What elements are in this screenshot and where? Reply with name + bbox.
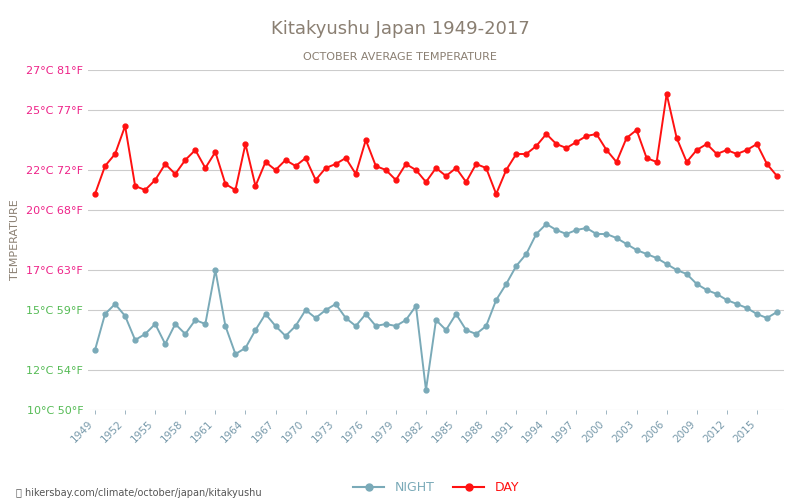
Text: OCTOBER AVERAGE TEMPERATURE: OCTOBER AVERAGE TEMPERATURE: [303, 52, 497, 62]
Legend: NIGHT, DAY: NIGHT, DAY: [348, 476, 524, 499]
Y-axis label: TEMPERATURE: TEMPERATURE: [10, 200, 21, 280]
Text: 📍 hikersbay.com/climate/october/japan/kitakyushu: 📍 hikersbay.com/climate/october/japan/ki…: [16, 488, 262, 498]
Text: Kitakyushu Japan 1949-2017: Kitakyushu Japan 1949-2017: [270, 20, 530, 38]
